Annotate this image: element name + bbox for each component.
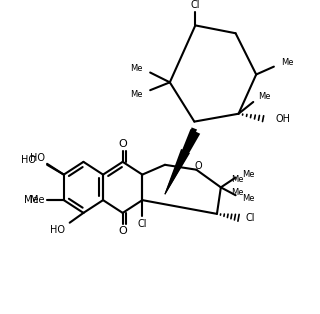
Text: Me: Me bbox=[231, 175, 243, 184]
Text: OH: OH bbox=[276, 114, 291, 124]
Text: HO: HO bbox=[51, 225, 65, 235]
Text: HO: HO bbox=[30, 153, 45, 163]
Polygon shape bbox=[164, 149, 190, 194]
Text: Me: Me bbox=[24, 195, 38, 205]
Text: Cl: Cl bbox=[138, 219, 147, 229]
Text: O: O bbox=[118, 139, 127, 149]
Text: Me: Me bbox=[231, 188, 243, 197]
Text: Me: Me bbox=[258, 92, 271, 100]
Text: O: O bbox=[195, 161, 202, 171]
Text: Me: Me bbox=[130, 89, 142, 99]
Text: Me: Me bbox=[281, 58, 293, 67]
Text: Me: Me bbox=[243, 170, 255, 179]
Text: Me: Me bbox=[130, 64, 142, 73]
Polygon shape bbox=[185, 127, 197, 151]
Text: Cl: Cl bbox=[245, 213, 255, 223]
Text: Me: Me bbox=[243, 194, 255, 203]
Text: HO: HO bbox=[21, 155, 36, 165]
Text: Me: Me bbox=[30, 195, 44, 205]
Text: Cl: Cl bbox=[191, 0, 200, 10]
Text: O: O bbox=[118, 225, 127, 236]
Polygon shape bbox=[164, 129, 200, 194]
